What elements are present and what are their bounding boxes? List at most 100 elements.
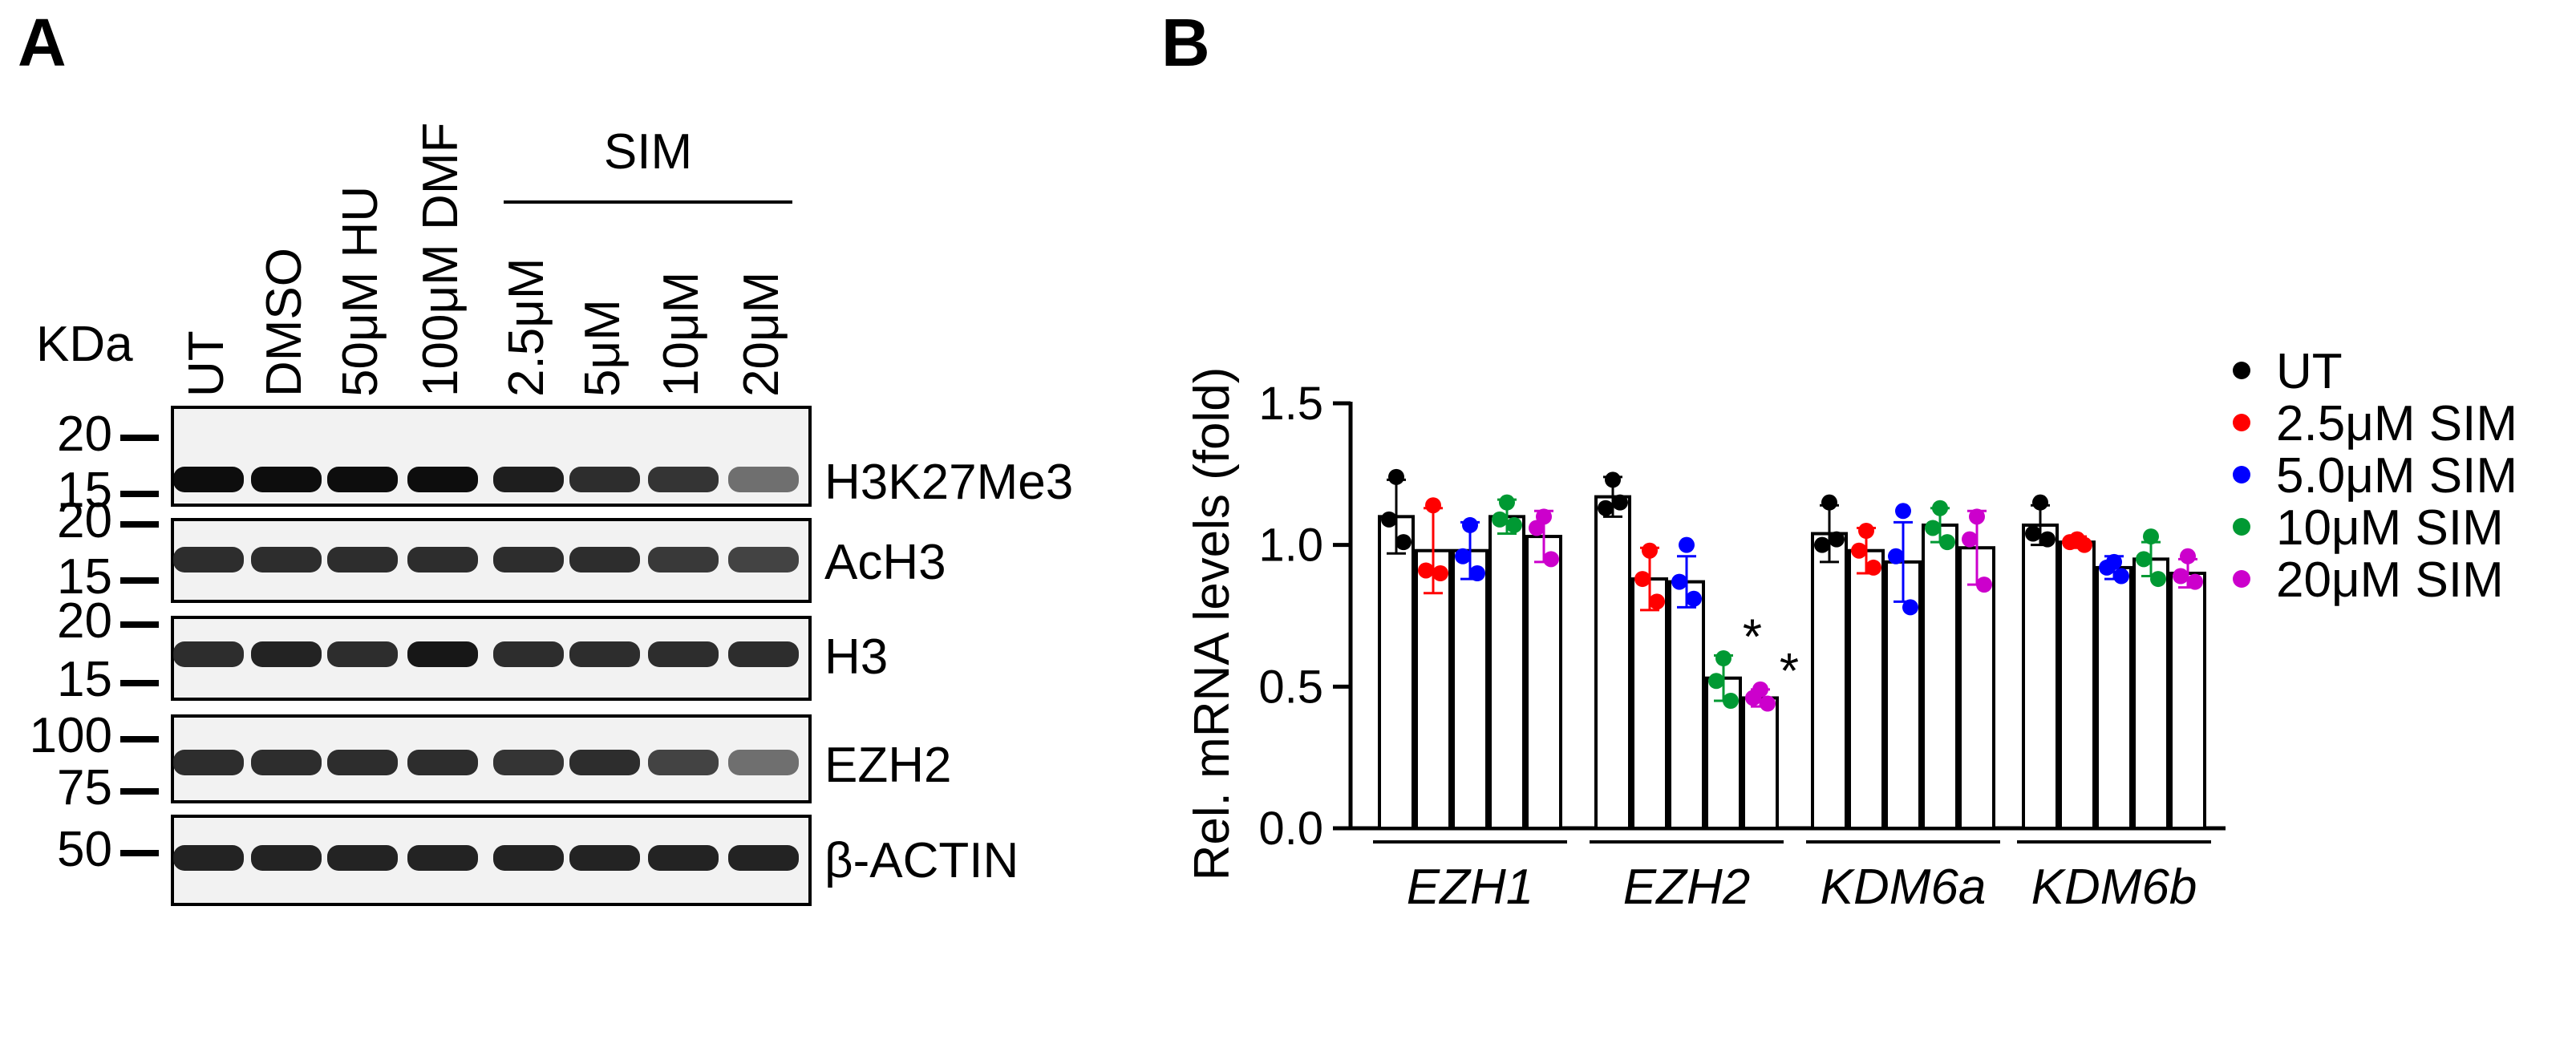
data-point — [1745, 690, 1761, 706]
x-category-label: KDM6b — [2031, 860, 2197, 915]
legend-label: 20μM SIM — [2276, 552, 2504, 608]
blot-band — [173, 845, 244, 871]
data-point — [1469, 565, 1485, 581]
data-point — [2143, 528, 2159, 545]
data-point — [1969, 508, 1985, 525]
kda-marker-tick — [120, 577, 159, 584]
data-point — [2180, 548, 2196, 564]
y-tick-label: 0.5 — [1258, 661, 1323, 713]
blot-band — [407, 641, 478, 667]
panel-a-label: A — [18, 5, 67, 80]
data-point — [1395, 534, 1412, 551]
lane-label: UT — [179, 330, 234, 397]
blot-band — [327, 750, 398, 775]
significance-mark: * — [1780, 644, 1799, 699]
data-point — [1671, 573, 1687, 590]
data-point — [2062, 534, 2078, 551]
bar — [1631, 577, 1668, 830]
y-tick-label: 0.0 — [1258, 803, 1323, 855]
legend-label: UT — [2276, 344, 2343, 399]
legend-label: 2.5μM SIM — [2276, 396, 2517, 451]
x-category-label: EZH2 — [1623, 860, 1750, 915]
blot-name: AcH3 — [824, 535, 946, 590]
data-point — [1432, 565, 1448, 581]
blot-band — [251, 845, 322, 871]
blot-band — [493, 845, 564, 871]
lane-label: 100μM DMF — [413, 123, 468, 397]
blot-band — [251, 547, 322, 572]
kda-marker-label: 15 — [57, 652, 112, 707]
blot-band — [407, 467, 478, 492]
data-point — [1888, 548, 1904, 564]
blot-band — [327, 467, 398, 492]
data-point — [1686, 590, 1702, 607]
data-point — [1425, 497, 1441, 514]
lane-label: 5μM — [575, 299, 630, 397]
legend-marker — [2233, 414, 2250, 431]
blot-band — [251, 750, 322, 775]
bar — [2096, 565, 2132, 831]
bar — [1488, 515, 1525, 830]
panel-b-label: B — [1161, 5, 1210, 80]
kda-marker-label: 100 — [30, 708, 112, 763]
bar — [1742, 696, 1779, 831]
data-point — [1634, 571, 1651, 588]
bar — [1594, 495, 1631, 830]
blot-band — [569, 547, 640, 572]
bar — [1525, 535, 1562, 830]
data-point — [1895, 503, 1911, 520]
legend-label: 10μM SIM — [2276, 500, 2504, 556]
blot-band — [569, 845, 640, 871]
data-point — [1492, 511, 1508, 528]
bar — [1922, 523, 1958, 831]
data-point — [1932, 500, 1948, 516]
blot-band — [648, 547, 719, 572]
blot-band — [728, 845, 799, 871]
kda-marker-label: 20 — [57, 493, 112, 548]
blot-name: H3K27Me3 — [824, 455, 1073, 510]
kda-marker-tick — [120, 621, 159, 628]
data-point — [1829, 531, 1845, 548]
blot-name: H3 — [824, 629, 888, 685]
blot-band — [251, 641, 322, 667]
data-point — [1499, 494, 1515, 511]
data-point — [1865, 559, 1881, 576]
y-tick-label: 1.0 — [1258, 520, 1323, 572]
blot-band — [173, 467, 244, 492]
bar — [1668, 580, 1705, 830]
blot-name: β-ACTIN — [824, 833, 1019, 888]
lane-label: 20μM — [734, 272, 789, 397]
kda-marker-tick — [120, 680, 159, 686]
blot-band — [569, 467, 640, 492]
data-point — [1902, 599, 1918, 616]
lane-label: DMSO — [257, 248, 312, 397]
blot-band — [407, 845, 478, 871]
kda-marker-label: 15 — [57, 549, 112, 605]
blot-band — [728, 641, 799, 667]
kda-marker-tick — [120, 491, 159, 497]
data-point — [1925, 520, 1941, 536]
blot-band — [728, 750, 799, 775]
data-point — [1543, 551, 1559, 568]
data-point — [1642, 542, 1658, 559]
blot-band — [569, 641, 640, 667]
kda-marker-tick — [120, 435, 159, 441]
data-point — [2099, 559, 2115, 576]
data-point — [1455, 548, 1471, 564]
legend-label: 5.0μM SIM — [2276, 448, 2517, 504]
blot-band — [493, 750, 564, 775]
bar — [2132, 557, 2169, 830]
data-point — [1821, 494, 1837, 511]
kda-marker-label: 15 — [57, 463, 112, 518]
legend-marker — [2233, 570, 2250, 588]
lane-label: 2.5μM — [499, 257, 554, 397]
data-point — [2039, 531, 2056, 548]
data-point — [1679, 536, 1695, 553]
significance-mark: * — [1743, 609, 1762, 665]
data-point — [1381, 511, 1397, 528]
bar — [1378, 515, 1415, 830]
bar — [2059, 540, 2096, 831]
blot-band — [648, 750, 719, 775]
